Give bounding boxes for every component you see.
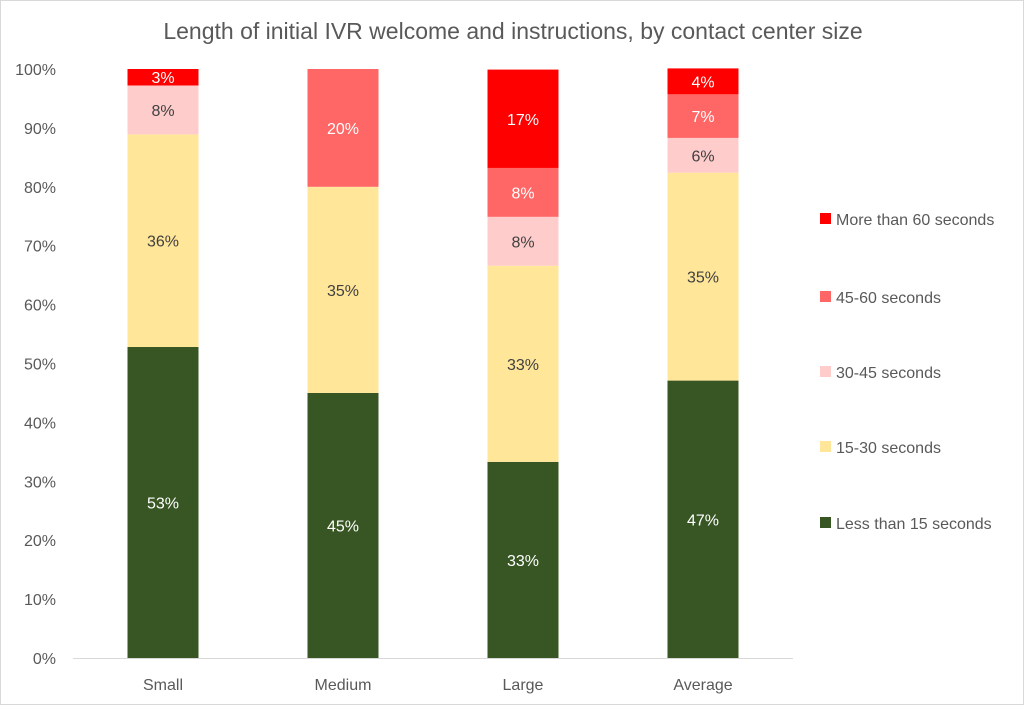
legend-label: 15-30 seconds (836, 440, 941, 457)
bar-segment (127, 69, 199, 86)
y-tick-label: 90% (24, 121, 56, 138)
data-label: 6% (691, 148, 714, 165)
bar-segment (307, 186, 379, 393)
x-tick-label: Medium (315, 677, 372, 694)
y-tick-label: 0% (33, 651, 56, 668)
chart-title: Length of initial IVR welcome and instru… (163, 18, 862, 44)
data-label: 36% (147, 234, 179, 251)
bar-segment (127, 134, 199, 348)
x-tick-label: Large (503, 677, 544, 694)
bar-segment (487, 167, 559, 217)
data-label: 35% (687, 270, 719, 287)
y-tick-label: 10% (24, 592, 56, 609)
data-label: 35% (327, 283, 359, 300)
bar-segment (667, 380, 739, 658)
y-tick-label: 50% (24, 357, 56, 374)
data-label: 33% (507, 553, 539, 570)
bar-segment (667, 172, 739, 381)
legend-swatch (820, 213, 831, 224)
data-label: 33% (507, 357, 539, 374)
data-label: 7% (691, 109, 714, 126)
y-tick-label: 80% (24, 180, 56, 197)
bar-segment (127, 85, 199, 135)
bar-segment (667, 68, 739, 95)
legend-label: Less than 15 seconds (836, 516, 992, 533)
x-tick-label: Average (673, 677, 732, 694)
y-tick-label: 20% (24, 533, 56, 550)
y-tick-label: 70% (24, 239, 56, 256)
legend-label: 30-45 seconds (836, 365, 941, 382)
legend-label: 45-60 seconds (836, 290, 941, 307)
data-label: 47% (687, 512, 719, 529)
legend-label: More than 60 seconds (836, 212, 994, 229)
bar-segment (487, 461, 559, 658)
data-label: 8% (511, 185, 534, 202)
y-tick-label: 100% (15, 62, 56, 79)
legend-swatch (820, 366, 831, 377)
bar-segment (487, 69, 559, 168)
data-label: 53% (147, 496, 179, 513)
legend-swatch (820, 441, 831, 452)
x-tick-label: Small (143, 677, 183, 694)
data-label: 20% (327, 121, 359, 138)
data-label: 17% (507, 112, 539, 129)
y-tick-label: 30% (24, 474, 56, 491)
data-label: 4% (691, 74, 714, 91)
data-label: 45% (327, 518, 359, 535)
bar-segment (127, 347, 199, 658)
y-tick-label: 40% (24, 415, 56, 432)
bar-segment (667, 137, 739, 173)
legend-swatch (820, 517, 831, 528)
bar-segment (307, 392, 379, 658)
y-tick-label: 60% (24, 298, 56, 315)
bar-segment (487, 265, 559, 462)
legend-swatch (820, 291, 831, 302)
data-label: 3% (151, 70, 174, 87)
bar-segment (487, 216, 559, 266)
bar-segment (307, 69, 379, 187)
data-label: 8% (151, 103, 174, 120)
data-label: 8% (511, 234, 534, 251)
bar-segment (667, 94, 739, 138)
